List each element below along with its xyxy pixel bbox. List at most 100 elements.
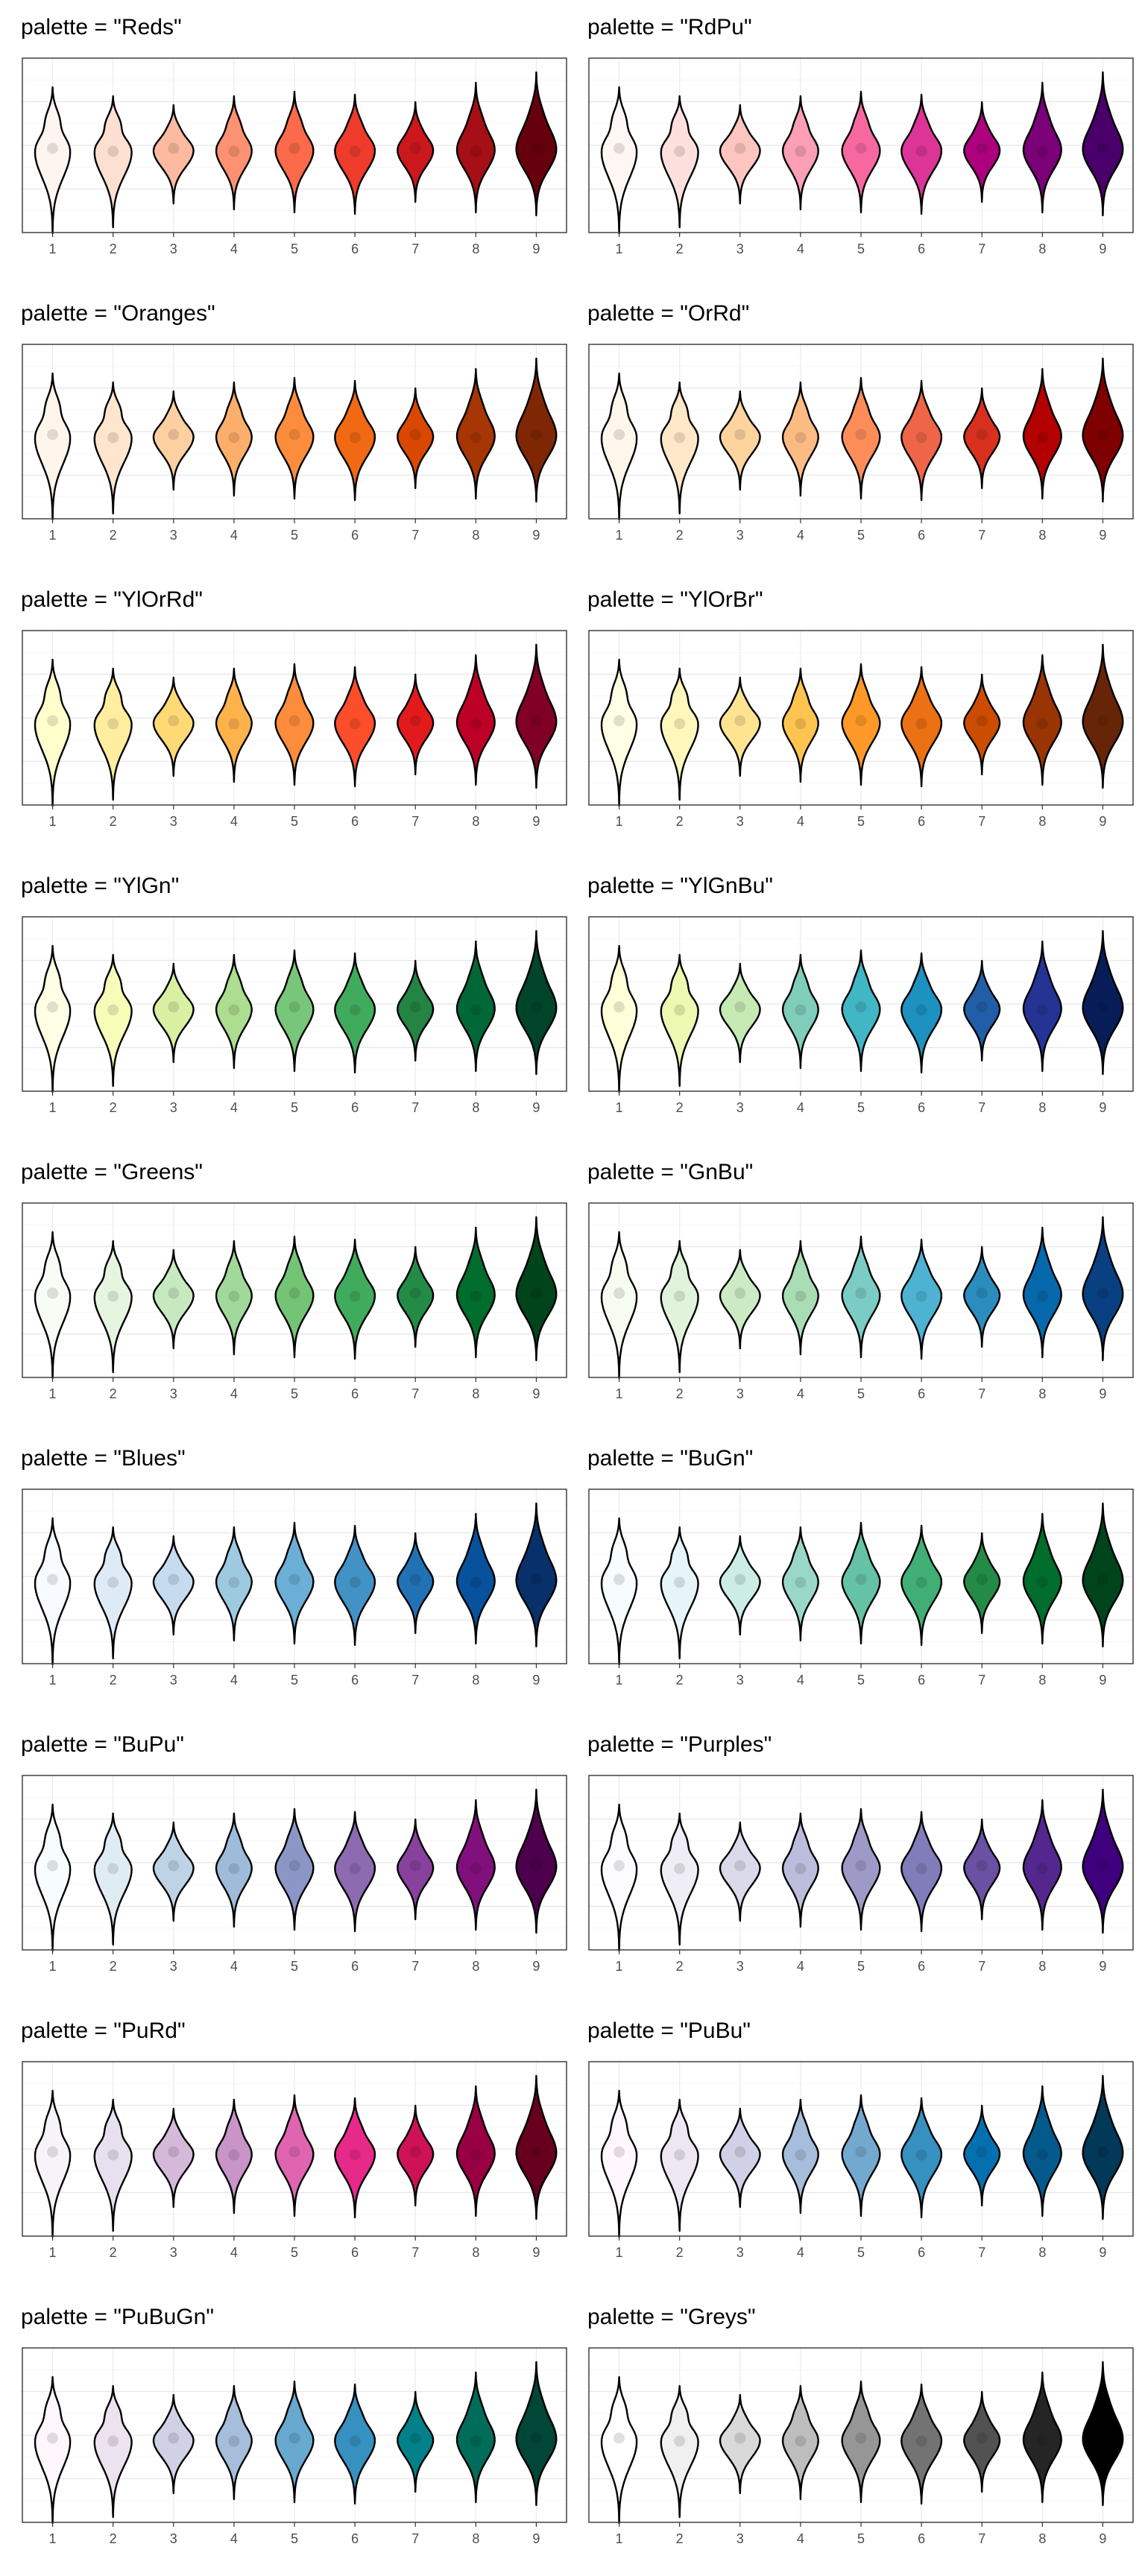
violin-shape (152, 676, 195, 777)
x-tick-label: 2 (110, 1673, 117, 1688)
x-tick-label: 3 (736, 242, 744, 256)
x-tick-label: 9 (1099, 1959, 1106, 1974)
mean-point (613, 429, 625, 441)
mean-point (228, 432, 240, 443)
x-tick-label: 2 (676, 1673, 684, 1688)
x-tick-label: 3 (736, 1386, 744, 1401)
mean-point (349, 1004, 361, 1016)
x-tick-label: 5 (857, 814, 865, 829)
x-tick-label: 7 (411, 242, 419, 256)
mean-point (613, 2146, 625, 2158)
mean-point (976, 2146, 988, 2158)
mean-point (1036, 1863, 1048, 1875)
x-tick-label: 4 (230, 1386, 238, 1401)
x-tick-label: 4 (230, 1673, 238, 1688)
mean-point (530, 1001, 542, 1013)
mean-point (613, 1573, 625, 1585)
mean-point (674, 1576, 686, 1588)
x-tick-label: 7 (978, 1386, 985, 1401)
x-tick-label: 3 (170, 1673, 177, 1688)
x-tick-label: 3 (736, 2245, 744, 2260)
x-tick-label: 9 (532, 1673, 540, 1688)
violin-plot: 1 2 3 4 5 6 7 8 9 (588, 1489, 1134, 1688)
mean-point (409, 1287, 421, 1299)
mean-point (47, 1001, 59, 1013)
violin-shape (719, 1535, 761, 1636)
x-tick-label: 8 (1038, 242, 1046, 256)
x-tick-label: 9 (532, 814, 540, 829)
mean-point (855, 142, 867, 154)
violin-panel: palette = "Purples" 1 2 3 4 5 6 7 8 9 (567, 1717, 1134, 2004)
x-tick-label: 3 (170, 528, 177, 543)
x-tick-label: 5 (291, 528, 298, 543)
mean-point (288, 2432, 300, 2444)
x-tick-label: 2 (676, 1100, 684, 1115)
mean-point (47, 1573, 59, 1585)
x-tick-label: 4 (797, 2531, 804, 2546)
mean-point (734, 429, 746, 441)
x-tick-label: 3 (170, 2245, 177, 2260)
panel-title: palette = "GnBu" (587, 1160, 754, 1184)
violin-shape (93, 381, 133, 515)
violin-shape (152, 390, 195, 491)
violin-shape (93, 667, 133, 801)
x-tick-label: 1 (616, 528, 623, 543)
violin-shape (34, 2089, 72, 2238)
x-tick-label: 4 (797, 242, 804, 256)
violin-shape (719, 1248, 761, 1350)
mean-point (795, 1576, 807, 1588)
x-tick-label: 7 (411, 1673, 419, 1688)
violin-shape (93, 953, 133, 1087)
mean-point (1036, 145, 1048, 157)
violin-shape (93, 2098, 133, 2232)
x-tick-label: 4 (797, 1100, 804, 1115)
x-tick-label: 5 (291, 2531, 298, 2546)
x-tick-label: 5 (857, 1959, 865, 1974)
x-tick-label: 6 (351, 1673, 359, 1688)
x-tick-label: 2 (676, 1959, 684, 1974)
mean-point (855, 429, 867, 441)
x-tick-label: 5 (291, 242, 298, 256)
mean-point (47, 2432, 59, 2444)
mean-point (349, 1576, 361, 1588)
violin-plot: 1 2 3 4 5 6 7 8 9 (22, 1489, 567, 1688)
violin-shape (152, 1821, 195, 1922)
mean-point (530, 1573, 542, 1585)
mean-point (976, 1001, 988, 1013)
x-tick-label: 1 (49, 1386, 57, 1401)
x-tick-label: 1 (616, 242, 623, 256)
violin-panel: palette = "GnBu" 1 2 3 4 5 6 7 8 9 (567, 1145, 1134, 1431)
x-tick-label: 5 (291, 1386, 298, 1401)
mean-point (470, 1004, 482, 1016)
x-tick-label: 6 (351, 814, 359, 829)
mean-point (795, 1004, 807, 1016)
violin-plot: 1 2 3 4 5 6 7 8 9 (588, 630, 1134, 829)
mean-point (409, 1001, 421, 1013)
violin-shape (152, 962, 195, 1064)
mean-point (470, 145, 482, 157)
x-tick-label: 3 (170, 242, 177, 256)
x-tick-label: 7 (411, 2531, 419, 2546)
x-tick-label: 9 (532, 1100, 540, 1115)
x-tick-label: 7 (411, 2245, 419, 2260)
mean-point (1097, 1860, 1108, 1872)
mean-point (855, 2146, 867, 2158)
x-tick-label: 2 (110, 242, 117, 256)
violin-shape (600, 944, 638, 1093)
violin-shape (660, 95, 699, 229)
violin-plot: 1 2 3 4 5 6 7 8 9 (22, 1775, 567, 1974)
x-tick-label: 9 (532, 1386, 540, 1401)
mean-point (795, 718, 807, 730)
x-tick-label: 7 (978, 1100, 985, 1115)
x-tick-label: 2 (110, 1100, 117, 1115)
x-tick-label: 4 (230, 1100, 238, 1115)
mean-point (734, 1573, 746, 1585)
mean-point (409, 1573, 421, 1585)
x-tick-label: 6 (351, 528, 359, 543)
panel-title: palette = "Blues" (21, 1446, 186, 1471)
x-tick-label: 4 (797, 528, 804, 543)
mean-point (107, 2435, 119, 2447)
violin-shape (719, 2393, 761, 2495)
mean-point (734, 142, 746, 154)
